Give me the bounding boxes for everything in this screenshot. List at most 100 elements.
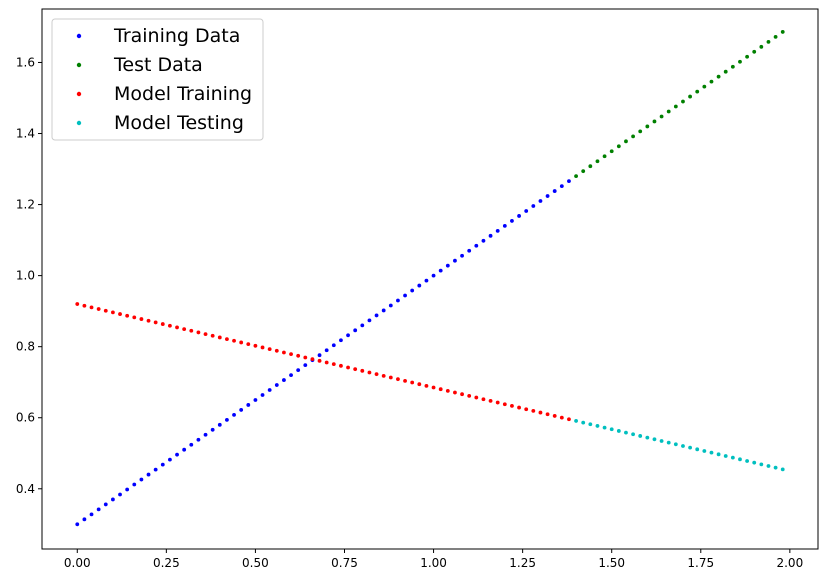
data-point xyxy=(239,340,244,345)
data-point xyxy=(702,449,707,453)
data-point xyxy=(438,387,443,392)
legend-marker xyxy=(76,91,82,97)
data-point xyxy=(538,199,543,203)
data-point xyxy=(232,412,236,417)
data-point xyxy=(688,94,692,99)
data-point xyxy=(631,134,635,139)
data-point xyxy=(567,417,571,422)
data-point xyxy=(738,59,742,64)
data-point xyxy=(524,209,529,213)
data-point xyxy=(702,84,707,89)
data-point xyxy=(339,363,343,368)
data-point xyxy=(666,109,671,114)
data-point xyxy=(524,407,529,412)
data-point xyxy=(574,419,578,423)
data-point xyxy=(139,477,144,482)
data-point xyxy=(574,174,578,179)
data-point xyxy=(260,345,265,350)
data-point xyxy=(225,417,229,422)
data-point xyxy=(253,398,258,402)
data-point xyxy=(146,472,151,477)
data-point xyxy=(745,459,749,463)
y-tick-label: 1.4 xyxy=(16,127,35,141)
data-point xyxy=(403,378,407,383)
data-point xyxy=(303,363,308,368)
data-point xyxy=(559,415,564,420)
data-point xyxy=(659,439,664,443)
data-point xyxy=(388,303,393,308)
y-tick-label: 1.0 xyxy=(16,269,35,283)
data-point xyxy=(246,342,251,347)
data-points-layer xyxy=(75,30,785,527)
data-point xyxy=(688,445,692,450)
data-point xyxy=(118,312,122,316)
data-point xyxy=(125,313,130,318)
data-point xyxy=(652,437,657,442)
data-point xyxy=(659,114,664,119)
legend-label: Training Data xyxy=(113,25,240,47)
data-point xyxy=(723,69,728,74)
data-point xyxy=(217,422,222,427)
data-point xyxy=(766,464,771,468)
data-point xyxy=(196,330,201,335)
data-point xyxy=(282,378,286,382)
data-point xyxy=(495,228,500,233)
data-point xyxy=(624,430,628,435)
data-point xyxy=(453,258,457,263)
data-point xyxy=(396,377,400,382)
legend-marker xyxy=(76,33,82,39)
data-point xyxy=(481,397,486,402)
data-point xyxy=(502,402,507,407)
data-point xyxy=(488,398,493,403)
x-tick-label: 0.00 xyxy=(64,556,91,570)
data-point xyxy=(588,164,593,169)
data-point xyxy=(417,283,422,288)
data-point xyxy=(168,323,172,328)
data-point xyxy=(381,308,386,313)
data-point xyxy=(752,460,757,465)
data-point xyxy=(638,434,643,438)
data-point xyxy=(360,368,365,373)
data-point xyxy=(602,154,607,159)
data-point xyxy=(317,353,322,358)
data-point xyxy=(424,383,429,388)
data-point xyxy=(274,348,279,353)
data-point xyxy=(588,422,593,427)
data-point xyxy=(645,435,650,440)
data-point xyxy=(695,89,700,94)
data-point xyxy=(225,337,229,342)
y-axis: 0.4 0.6 0.8 1.0 1.2 1.4 1.6 xyxy=(16,55,42,496)
y-tick-label: 1.2 xyxy=(16,198,35,212)
data-point xyxy=(296,368,301,373)
data-point xyxy=(631,432,635,437)
x-tick-label: 2.00 xyxy=(776,556,803,570)
data-point xyxy=(681,444,685,448)
x-axis: 0.00 0.25 0.50 0.75 1.00 1.25 1.50 1.75 2.00 xyxy=(64,549,803,570)
legend-label: Model Training xyxy=(114,83,252,105)
data-point xyxy=(111,310,115,315)
data-point xyxy=(624,139,628,144)
series-model-training xyxy=(75,302,571,422)
data-point xyxy=(267,388,272,392)
data-point xyxy=(467,248,472,253)
data-point xyxy=(75,302,80,306)
data-point xyxy=(510,404,514,408)
data-point xyxy=(716,452,721,457)
data-point xyxy=(445,388,450,393)
series-training-data xyxy=(75,179,571,527)
data-point xyxy=(282,350,286,355)
data-point xyxy=(146,318,151,323)
data-point xyxy=(260,393,265,397)
data-point xyxy=(609,427,614,432)
x-tick-label: 1.25 xyxy=(509,556,536,570)
data-point xyxy=(780,467,785,472)
data-point xyxy=(317,358,322,363)
data-point xyxy=(267,347,272,352)
data-point xyxy=(438,268,443,273)
data-point xyxy=(681,99,685,104)
data-point xyxy=(645,124,650,129)
data-point xyxy=(118,492,122,497)
data-point xyxy=(203,432,208,437)
